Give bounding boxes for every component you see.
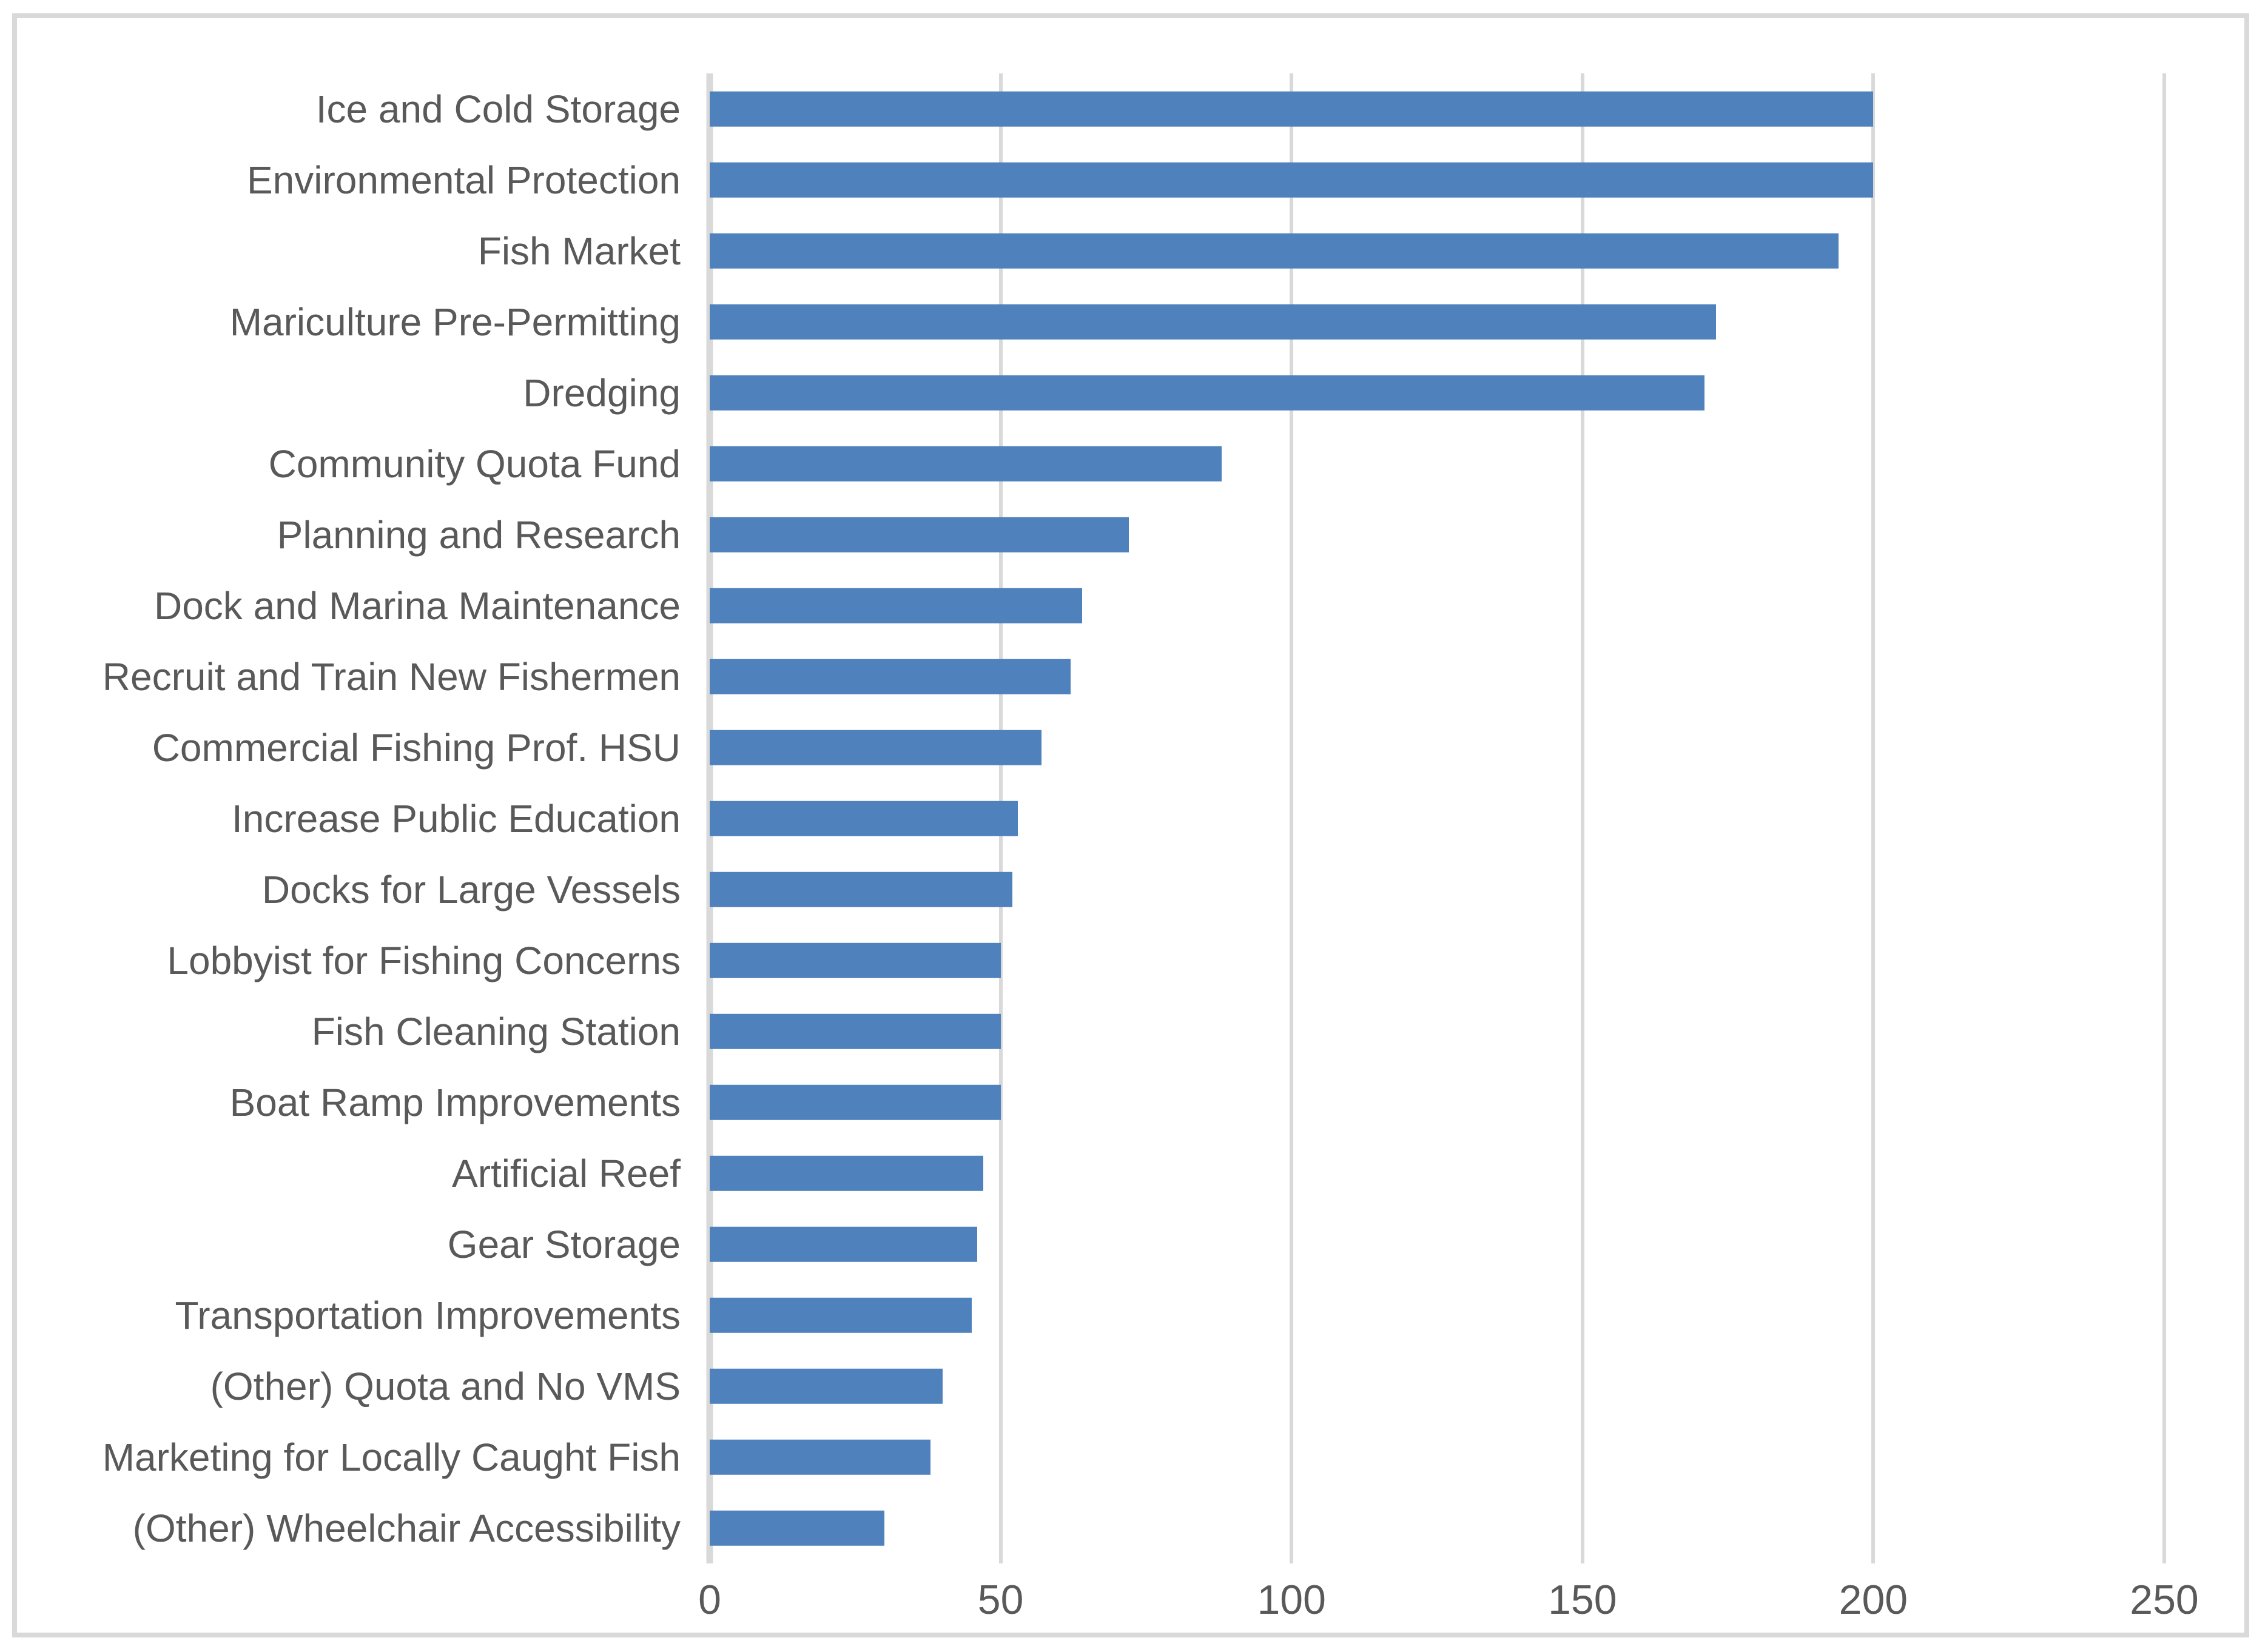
bar bbox=[710, 1510, 884, 1546]
bar-row: Lobbyist for Fishing Concerns bbox=[17, 925, 2164, 996]
bar-row: Dredging bbox=[17, 357, 2164, 428]
category-label: Mariculture Pre-Permitting bbox=[229, 300, 681, 344]
bar-row: Marketing for Locally Caught Fish bbox=[17, 1422, 2164, 1493]
bar-row: Environmental Protection bbox=[17, 144, 2164, 215]
bar-track bbox=[710, 783, 2164, 854]
x-axis-tick-label: 0 bbox=[698, 1577, 721, 1623]
x-axis-tick-label: 200 bbox=[1839, 1577, 1908, 1623]
bar bbox=[710, 1226, 978, 1262]
bar-track bbox=[710, 854, 2164, 925]
bar-track bbox=[710, 1138, 2164, 1209]
x-axis-tick-labels: 0 50 100 150 200 250 bbox=[698, 1563, 2199, 1636]
bar bbox=[710, 1368, 943, 1404]
bar-row: Mariculture Pre-Permitting bbox=[17, 286, 2164, 357]
bar-row: Ice and Cold Storage bbox=[17, 73, 2164, 144]
bar bbox=[710, 162, 1874, 198]
gridline bbox=[2162, 73, 2166, 1563]
bar-row: Gear Storage bbox=[17, 1209, 2164, 1280]
bar-track bbox=[710, 73, 2164, 144]
gridline bbox=[1580, 73, 1584, 1563]
bar bbox=[710, 1013, 1001, 1049]
bar bbox=[710, 1297, 972, 1333]
category-label: Gear Storage bbox=[447, 1222, 681, 1266]
bar-row: Fish Market bbox=[17, 215, 2164, 286]
bar bbox=[710, 801, 1018, 836]
x-axis-tick-label: 50 bbox=[977, 1577, 1024, 1623]
bar-row: Fish Cleaning Station bbox=[17, 996, 2164, 1067]
bar-row: (Other) Quota and No VMS bbox=[17, 1351, 2164, 1422]
bar bbox=[710, 1084, 1001, 1120]
bar-row: Artificial Reef bbox=[17, 1138, 2164, 1209]
bar bbox=[710, 730, 1041, 765]
category-label: Transportation Improvements bbox=[175, 1293, 681, 1337]
bar bbox=[710, 375, 1705, 411]
bar-track bbox=[710, 996, 2164, 1067]
bar-row: Dock and Marina Maintenance bbox=[17, 570, 2164, 641]
category-label: Planning and Research bbox=[277, 512, 681, 557]
bar-track bbox=[710, 144, 2164, 215]
category-label: Artificial Reef bbox=[452, 1151, 681, 1195]
category-label: Environmental Protection bbox=[246, 158, 681, 202]
category-label: Ice and Cold Storage bbox=[315, 87, 681, 131]
bar bbox=[710, 91, 1874, 127]
category-label: Marketing for Locally Caught Fish bbox=[102, 1435, 681, 1479]
bar bbox=[710, 517, 1129, 552]
plot-area: Ice and Cold Storage Environmental Prote… bbox=[17, 73, 2166, 1563]
bar-row: Docks for Large Vessels bbox=[17, 854, 2164, 925]
bar-track bbox=[710, 215, 2164, 286]
gridline bbox=[1871, 73, 1876, 1563]
category-label: (Other) Wheelchair Accessibility bbox=[132, 1506, 681, 1550]
bar-row: Community Quota Fund bbox=[17, 428, 2164, 499]
bar bbox=[710, 871, 1012, 907]
bar-track bbox=[710, 1067, 2164, 1138]
bar-track bbox=[710, 357, 2164, 428]
bar-track bbox=[710, 1280, 2164, 1351]
bar-row: (Other) Wheelchair Accessibility bbox=[17, 1493, 2164, 1563]
x-axis-tick-label: 250 bbox=[2130, 1577, 2199, 1623]
bar-row: Recruit and Train New Fishermen bbox=[17, 641, 2164, 712]
category-label: Dock and Marina Maintenance bbox=[153, 583, 681, 628]
category-label: Fish Market bbox=[477, 229, 681, 273]
category-label: Community Quota Fund bbox=[268, 442, 681, 486]
chart-frame: Ice and Cold Storage Environmental Prote… bbox=[12, 13, 2249, 1637]
bar-track bbox=[710, 712, 2164, 783]
bar-row: Planning and Research bbox=[17, 499, 2164, 570]
category-label: Recruit and Train New Fishermen bbox=[102, 654, 681, 699]
x-axis-tick-label: 150 bbox=[1548, 1577, 1617, 1623]
bar bbox=[710, 446, 1222, 482]
bar bbox=[710, 588, 1082, 623]
bar-track bbox=[710, 1493, 2164, 1563]
bar bbox=[710, 233, 1839, 269]
bar-track bbox=[710, 1209, 2164, 1280]
bar-track bbox=[710, 428, 2164, 499]
bar-row: Boat Ramp Improvements bbox=[17, 1067, 2164, 1138]
bar-track bbox=[710, 570, 2164, 641]
bar-track bbox=[710, 1422, 2164, 1493]
bar bbox=[710, 659, 1071, 694]
bar-track bbox=[710, 499, 2164, 570]
category-label: Fish Cleaning Station bbox=[311, 1009, 681, 1053]
category-label: Docks for Large Vessels bbox=[261, 867, 681, 912]
bar bbox=[710, 304, 1717, 340]
x-axis-tick-label: 100 bbox=[1257, 1577, 1326, 1623]
bar-row: Transportation Improvements bbox=[17, 1280, 2164, 1351]
category-label: Increase Public Education bbox=[232, 796, 681, 841]
bar-track bbox=[710, 1351, 2164, 1422]
bar bbox=[710, 1155, 983, 1191]
category-label: Boat Ramp Improvements bbox=[229, 1080, 681, 1124]
bar bbox=[710, 942, 1001, 978]
gridline bbox=[1290, 73, 1294, 1563]
category-label: (Other) Quota and No VMS bbox=[210, 1364, 681, 1408]
bar-track bbox=[710, 286, 2164, 357]
bar-track bbox=[710, 641, 2164, 712]
bar bbox=[710, 1439, 931, 1475]
bar-track bbox=[710, 925, 2164, 996]
bar-rows: Ice and Cold Storage Environmental Prote… bbox=[17, 73, 2164, 1563]
category-label: Dredging bbox=[523, 371, 681, 415]
bar-row: Commercial Fishing Prof. HSU bbox=[17, 712, 2164, 783]
category-label: Commercial Fishing Prof. HSU bbox=[152, 725, 681, 770]
category-label: Lobbyist for Fishing Concerns bbox=[167, 938, 681, 982]
bar-row: Increase Public Education bbox=[17, 783, 2164, 854]
